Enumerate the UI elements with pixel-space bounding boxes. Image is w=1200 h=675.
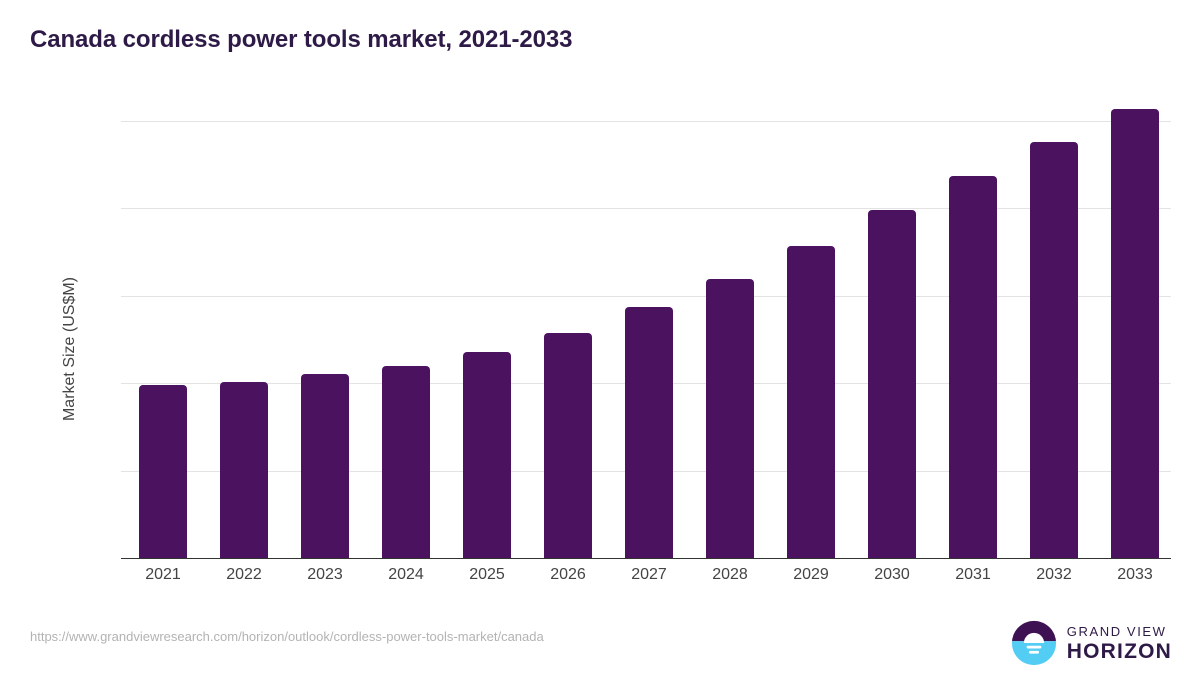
bar[interactable] xyxy=(220,381,268,558)
gridline xyxy=(121,295,1171,297)
logo-line-1: GRAND VIEW xyxy=(1066,623,1167,639)
x-axis-tick-label: 2031 xyxy=(955,566,991,583)
x-axis-tick-label: 2025 xyxy=(469,566,505,583)
x-axis-tick-label: 2030 xyxy=(874,566,910,583)
x-axis-tick-label: 2026 xyxy=(550,566,586,583)
bar-series xyxy=(121,100,1171,558)
y-axis-title: Market Size (US$M) xyxy=(61,276,78,422)
bar[interactable] xyxy=(544,332,592,558)
bar[interactable] xyxy=(1111,108,1159,558)
x-axis-tick-label: 2024 xyxy=(388,566,424,583)
gridline xyxy=(121,120,1171,122)
x-axis-tick-label: 2029 xyxy=(793,566,829,583)
bar[interactable] xyxy=(787,245,835,558)
page-title: Canada cordless power tools market, 2021… xyxy=(30,26,573,53)
x-axis-tick-label: 2023 xyxy=(307,566,343,583)
bar[interactable] xyxy=(625,307,673,558)
logo-line-2: HORIZON xyxy=(1066,639,1172,663)
gridline xyxy=(121,208,1171,209)
bar[interactable] xyxy=(868,210,916,558)
x-axis-tick-label: 2027 xyxy=(631,566,667,583)
bar[interactable] xyxy=(949,176,997,558)
x-axis-tick-label: 2033 xyxy=(1117,566,1153,583)
grand-view-horizon-logo[interactable]: GRAND VIEW HORIZON xyxy=(1011,618,1172,668)
bar[interactable] xyxy=(706,279,754,558)
x-axis-tick-label: 2032 xyxy=(1036,566,1072,583)
bar[interactable] xyxy=(1030,141,1078,558)
x-axis-line xyxy=(121,558,1171,560)
source-url[interactable]: https://www.grandviewresearch.com/horizo… xyxy=(30,629,544,644)
x-axis-tick-label: 2021 xyxy=(145,566,181,583)
horizon-circle-icon xyxy=(1011,620,1056,666)
bar[interactable] xyxy=(382,365,430,558)
plot-area: 02004006008001000 2021202220232024202520… xyxy=(121,100,1171,583)
bar[interactable] xyxy=(301,374,349,558)
logo-wordmark: GRAND VIEW HORIZON xyxy=(1067,625,1172,662)
bar[interactable] xyxy=(139,384,187,558)
x-axis-tick-label: 2028 xyxy=(712,566,748,583)
x-axis-tick-label: 2022 xyxy=(226,566,262,583)
bar[interactable] xyxy=(463,352,511,558)
